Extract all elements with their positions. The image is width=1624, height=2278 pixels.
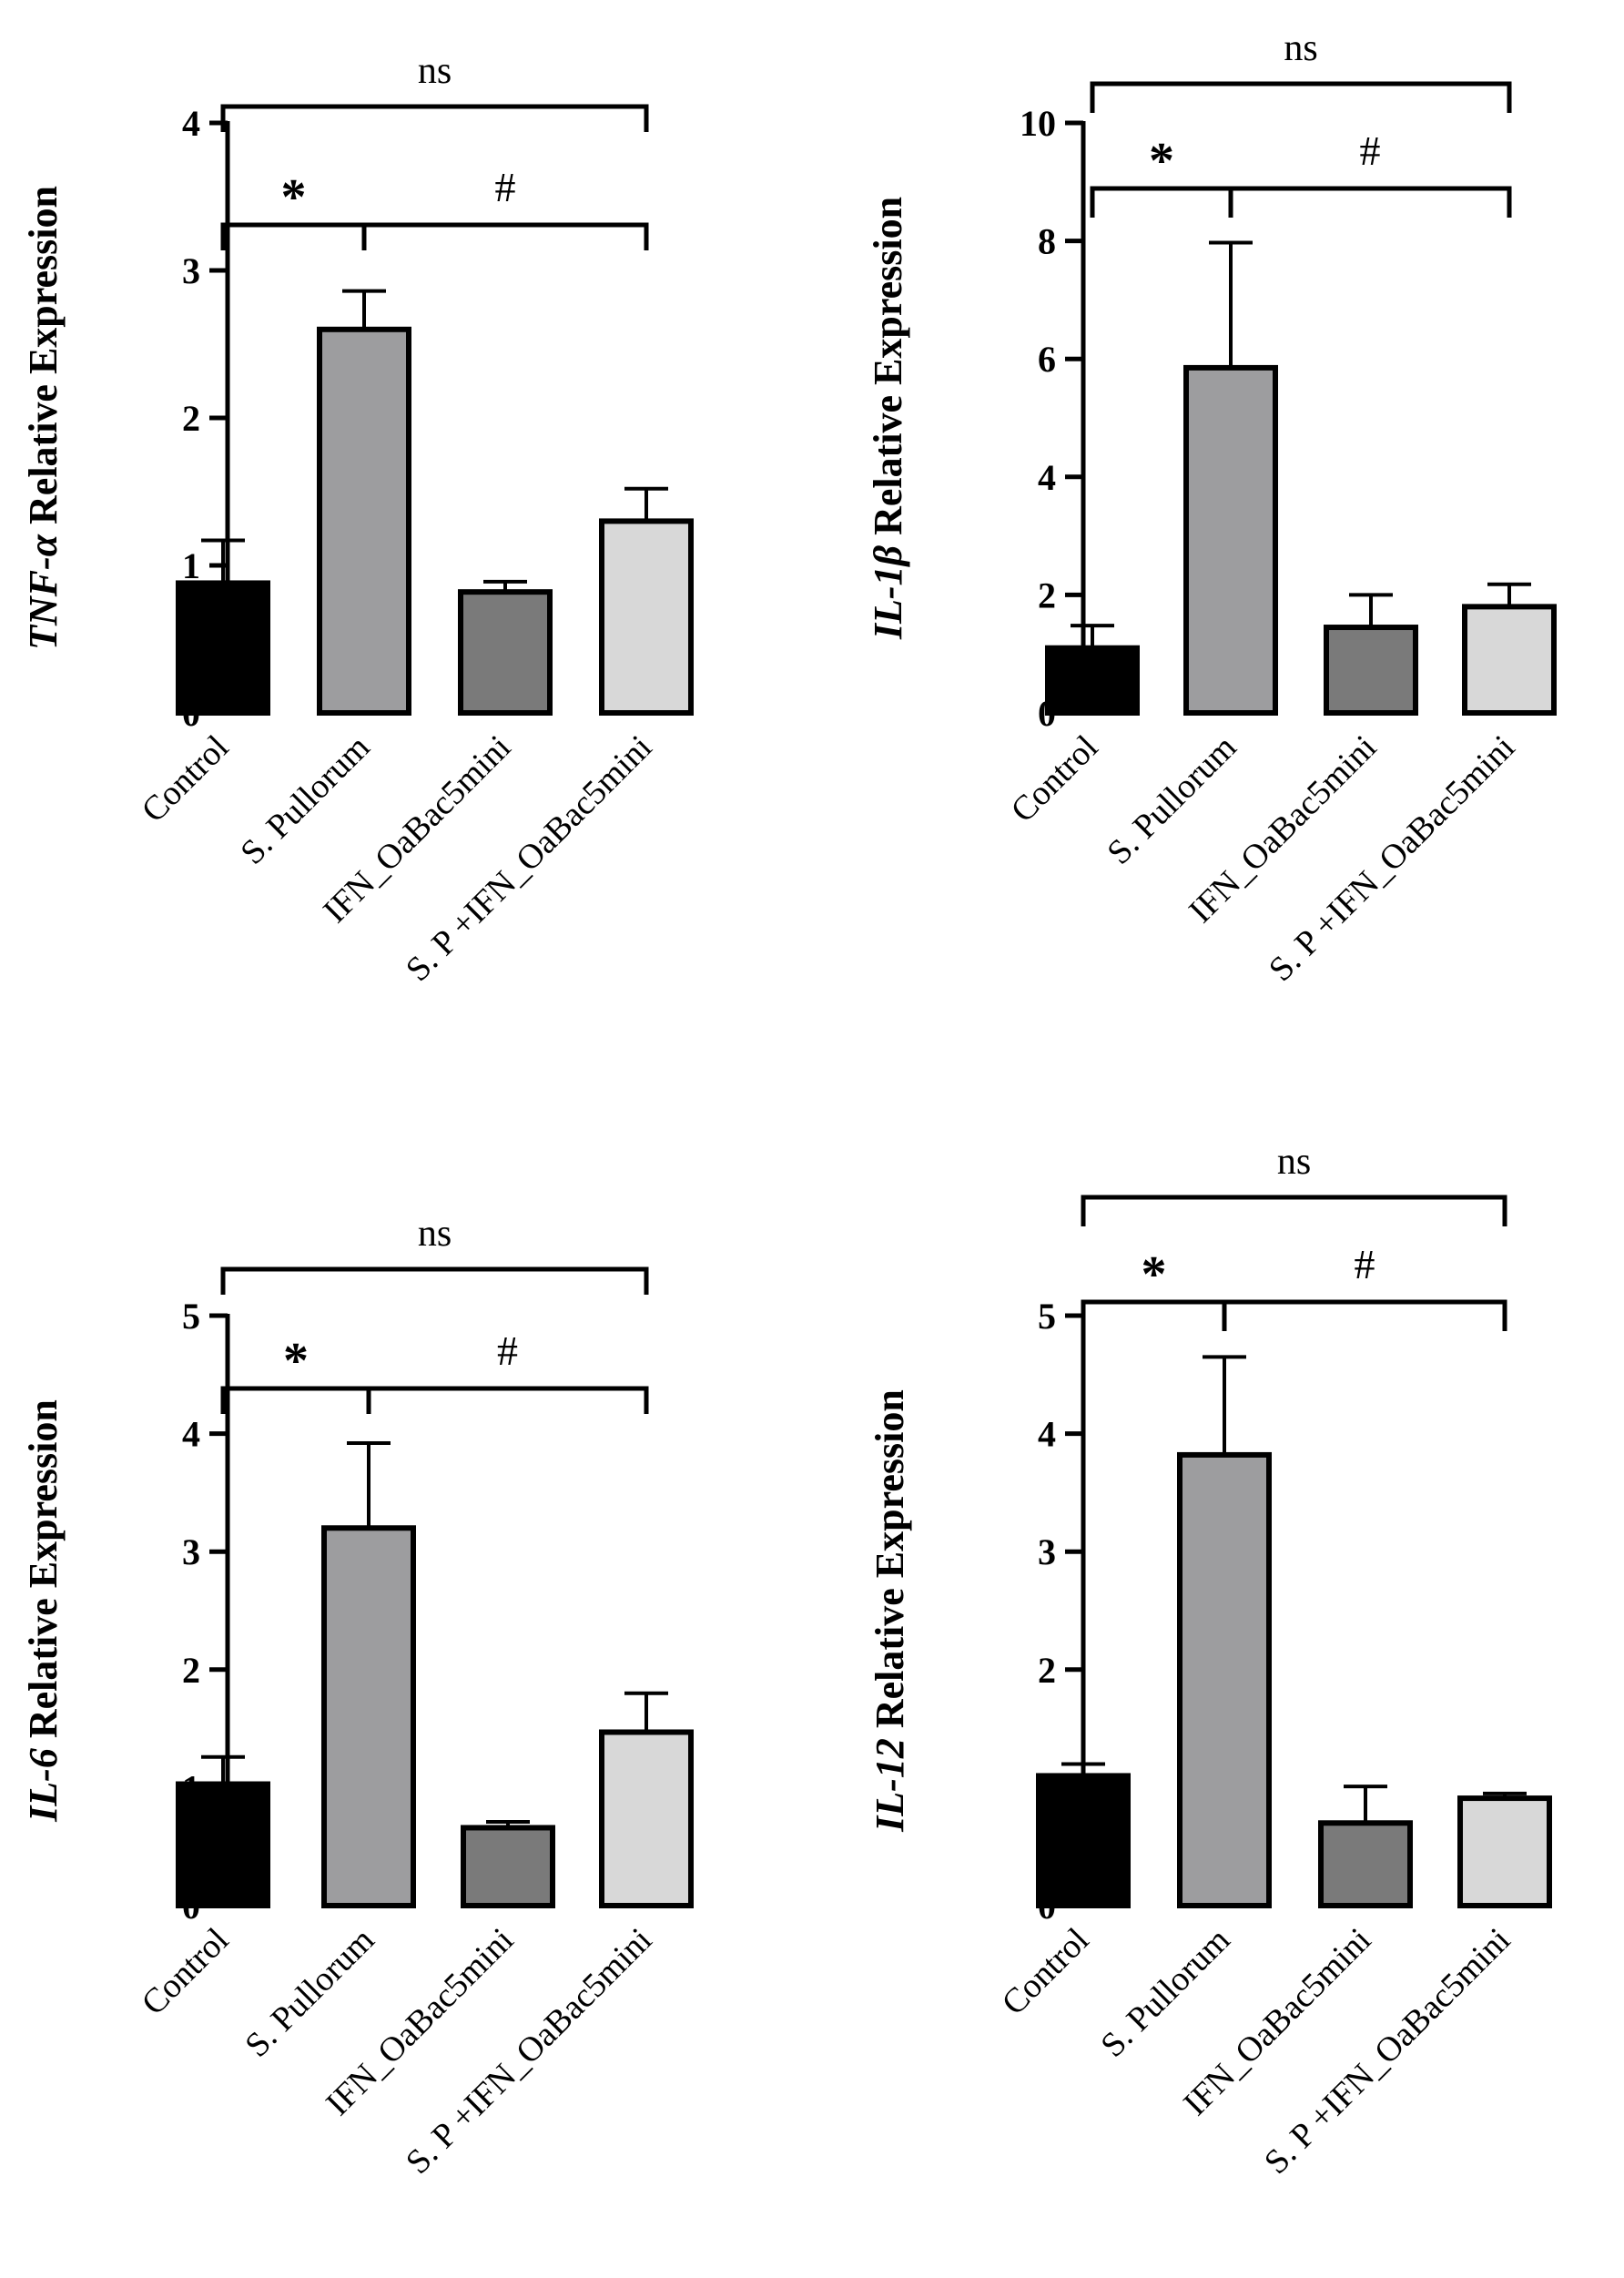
- y-axis-title: TNF-α Relative Expression: [21, 186, 66, 650]
- significance-label: #: [1360, 127, 1381, 174]
- significance-label: *: [281, 169, 307, 226]
- y-tick-label: 4: [182, 103, 200, 144]
- y-axis-label-text: Relative Expression: [866, 197, 910, 545]
- bar-2: [461, 1825, 555, 1908]
- y-axis-gene: IL-6: [21, 1748, 66, 1823]
- y-axis-title: IL-6 Relative Expression: [21, 1399, 66, 1823]
- y-tick-label: 2: [1038, 1650, 1056, 1691]
- x-tick-label: Control: [135, 1921, 237, 2023]
- bar-1: [321, 1525, 416, 1909]
- bar-2: [1318, 1820, 1413, 1909]
- bar-2: [458, 589, 553, 716]
- x-tick-label: S. Pullorum: [1093, 1921, 1237, 2065]
- significance-label: ns: [1277, 1141, 1311, 1183]
- y-tick-label: 3: [182, 1531, 200, 1572]
- x-tick-label: S. P +IFN_OaBac5mini: [399, 1921, 659, 2181]
- y-tick-label: 8: [1038, 221, 1056, 262]
- y-axis-label-text: Relative Expression: [21, 186, 66, 534]
- significance-bracket: [220, 1266, 649, 1295]
- panel-il1b: 0246810IL-1β Relative ExpressionControlS…: [866, 27, 1557, 989]
- bar-2: [1324, 625, 1418, 716]
- bar-3: [1462, 604, 1557, 716]
- panel-il12: 012345IL-12 Relative ExpressionControlS.…: [868, 1141, 1552, 2181]
- significance-bracket: [361, 222, 649, 250]
- significance-label: *: [1149, 133, 1174, 189]
- y-axis-gene: IL-12: [868, 1738, 912, 1833]
- y-tick-label: 6: [1038, 339, 1056, 380]
- significance-bracket: [366, 1386, 649, 1414]
- y-tick-label: 2: [182, 1650, 200, 1691]
- bar-3: [599, 518, 694, 717]
- significance-label: #: [495, 164, 516, 210]
- y-axis-title: IL-12 Relative Expression: [868, 1389, 912, 1833]
- bar-1: [1183, 364, 1278, 716]
- bar-0: [1045, 645, 1140, 716]
- x-tick-label: S. P +IFN_OaBac5mini: [399, 728, 659, 989]
- panel-tnf: 01234TNF-α Relative ExpressionControlS. …: [21, 50, 694, 989]
- y-tick-label: 2: [1038, 575, 1056, 615]
- y-tick-label: 2: [182, 398, 200, 439]
- y-axis-label-text: Relative Expression: [21, 1399, 66, 1748]
- x-tick-label: Control: [1004, 728, 1106, 830]
- x-tick-label: S. Pullorum: [233, 728, 377, 872]
- significance-label: ns: [418, 50, 452, 92]
- bar-1: [317, 326, 411, 716]
- x-tick-label: Control: [995, 1921, 1097, 2023]
- y-axis-gene: TNF-α: [21, 534, 66, 650]
- bar-0: [176, 580, 270, 716]
- panel-il6: 012345IL-6 Relative ExpressionControlS. …: [21, 1213, 694, 2181]
- significance-label: #: [497, 1327, 518, 1374]
- significance-label: ns: [1284, 27, 1317, 69]
- y-tick-label: 4: [1038, 457, 1056, 498]
- bar-1: [1177, 1451, 1272, 1908]
- significance-label: *: [1142, 1246, 1167, 1303]
- significance-bracket: [1222, 1299, 1507, 1331]
- significance-bracket: [1228, 186, 1512, 218]
- y-tick-label: 3: [182, 250, 200, 291]
- significance-label: *: [283, 1333, 309, 1389]
- significance-label: #: [1355, 1241, 1375, 1287]
- y-axis-label-text: Relative Expression: [868, 1389, 912, 1738]
- y-tick-label: 5: [1038, 1296, 1056, 1337]
- y-axis-title: IL-1β Relative Expression: [866, 197, 910, 640]
- x-tick-label: S. Pullorum: [238, 1921, 381, 2065]
- x-tick-label: Control: [135, 728, 237, 830]
- significance-bracket: [220, 222, 367, 250]
- y-tick-label: 5: [182, 1296, 200, 1337]
- significance-bracket: [1090, 81, 1512, 113]
- y-tick-label: 4: [1038, 1414, 1056, 1455]
- significance-bracket: [1081, 1195, 1507, 1226]
- y-tick-label: 1: [182, 545, 200, 586]
- bar-3: [599, 1729, 694, 1909]
- significance-bracket: [1090, 186, 1233, 218]
- y-tick-label: 10: [1020, 103, 1056, 144]
- bar-3: [1457, 1795, 1552, 1908]
- significance-bracket: [220, 1386, 371, 1414]
- x-tick-label: S. Pullorum: [1100, 728, 1243, 872]
- bar-0: [176, 1781, 270, 1908]
- bar-0: [1036, 1773, 1131, 1908]
- significance-bracket: [1081, 1299, 1227, 1331]
- y-axis-gene: IL-1β: [866, 544, 910, 640]
- significance-bracket: [220, 104, 649, 132]
- y-tick-label: 3: [1038, 1531, 1056, 1572]
- x-tick-label: S. P +IFN_OaBac5mini: [1262, 728, 1522, 989]
- x-tick-label: S. P +IFN_OaBac5mini: [1257, 1921, 1517, 2181]
- significance-label: ns: [418, 1213, 452, 1255]
- y-tick-label: 4: [182, 1414, 200, 1455]
